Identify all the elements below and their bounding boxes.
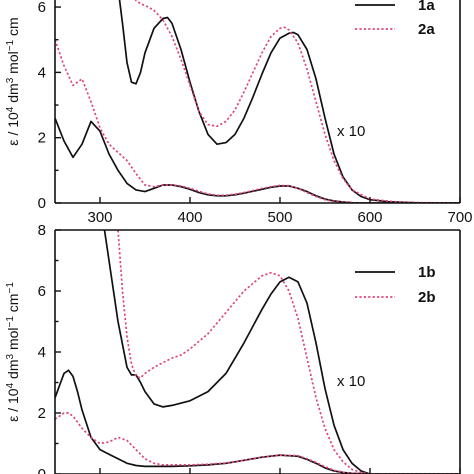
- ylabel-sup: −1: [5, 316, 16, 328]
- ylabel-sup: 3: [5, 354, 16, 360]
- legend-label-2a: 2a: [418, 21, 435, 38]
- y-axis-label: ε / 104 dm3 mol−1 cm−1: [5, 282, 22, 422]
- ylabel-main: ε / 10: [5, 112, 21, 146]
- y-tick-label: 0: [38, 195, 46, 212]
- ylabel-unit: cm: [5, 294, 21, 317]
- x-tick-label: 500: [267, 209, 292, 226]
- ylabel-sup: 4: [5, 106, 16, 112]
- y-axis-label: ε / 104 dm3 mol−1 cm: [5, 17, 22, 145]
- y-tick-label: 2: [38, 130, 46, 147]
- series-line-2b-x-10: [117, 230, 371, 474]
- scale-annotation: x 10: [337, 373, 365, 390]
- ylabel-unit: dm: [5, 83, 21, 106]
- series-line-2a-x-10: [134, 0, 460, 203]
- ylabel-sup: −1: [5, 282, 16, 294]
- ylabel-unit: mol: [5, 327, 21, 353]
- series-line-2b: [55, 412, 460, 474]
- ylabel-sup: 3: [5, 77, 16, 83]
- ylabel-main: ε / 10: [5, 388, 21, 422]
- ylabel-unit: cm: [5, 17, 21, 40]
- ylabel-sup: −1: [5, 39, 16, 51]
- scale-annotation: x 10: [337, 123, 365, 140]
- legend-label-2b: 2b: [418, 289, 436, 306]
- y-tick-label: 4: [38, 344, 46, 361]
- y-tick-label: 6: [38, 0, 46, 16]
- ylabel-unit: dm: [5, 360, 21, 383]
- series-group: [55, 230, 460, 474]
- y-tick-label: 0: [38, 466, 46, 474]
- series-group: [55, 0, 460, 203]
- legend-label-1b: 1b: [418, 264, 436, 281]
- y-tick-label: 6: [38, 283, 46, 300]
- y-tick-label: 2: [38, 405, 46, 422]
- x-tick-label: 400: [177, 209, 202, 226]
- x-tick-label: 300: [87, 209, 112, 226]
- ylabel-unit: mol: [5, 51, 21, 77]
- legend-label-1a: 1a: [418, 0, 435, 14]
- ylabel-sup: 4: [5, 382, 16, 388]
- series-line-1b: [55, 369, 460, 474]
- y-tick-label: 4: [38, 64, 46, 81]
- x-tick-label: 600: [357, 209, 382, 226]
- x-tick-label: 700: [447, 209, 472, 226]
- y-tick-label: 8: [38, 222, 46, 239]
- series-line-1b-x-10: [103, 230, 371, 474]
- series-line-2a: [55, 39, 460, 203]
